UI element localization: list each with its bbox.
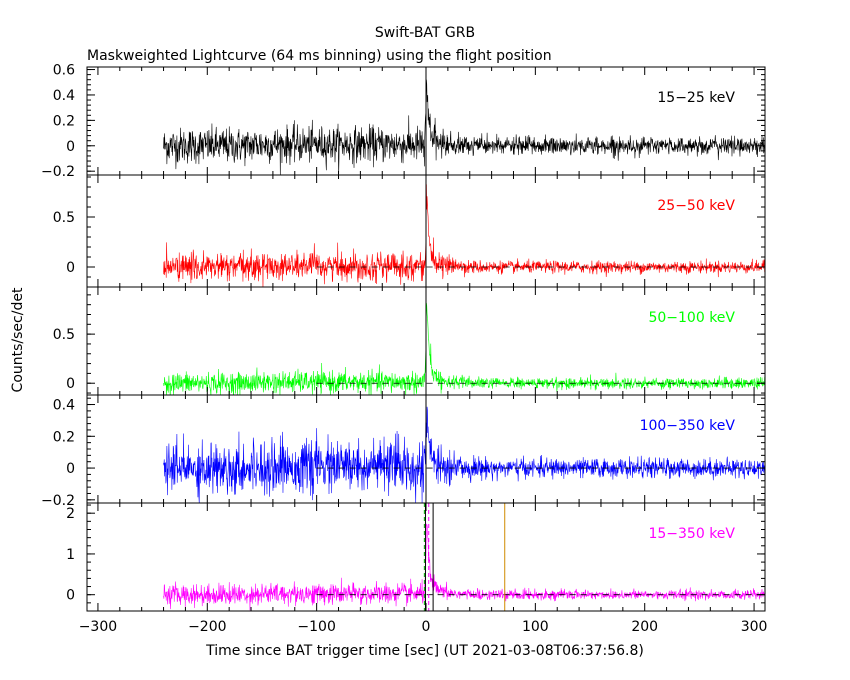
y-tick-label: 0.6 — [53, 63, 75, 79]
x-tick-label: 0 — [422, 619, 431, 635]
band-label: 15−350 keV — [648, 526, 735, 542]
band-label: 100−350 keV — [640, 418, 736, 434]
y-axis-label: Counts/sec/det — [10, 287, 26, 392]
series-trace — [163, 184, 765, 287]
y-tick-label: 0.5 — [53, 210, 75, 226]
y-tick-label: 0.4 — [53, 398, 75, 414]
band-label: 50−100 keV — [648, 310, 735, 326]
y-tick-label: 0 — [66, 260, 75, 276]
y-tick-label: 0.2 — [53, 113, 75, 129]
panel-15-350-kev: 2 1 0 15−350 keV −300 −200 −100 0 100 200 300 — [66, 502, 768, 635]
y-tick-label: −0.2 — [41, 164, 75, 180]
y-tick-label: −0.2 — [41, 493, 75, 509]
x-tick-label: 200 — [631, 619, 658, 635]
series-trace — [163, 406, 765, 503]
panel-15-25-kev: 0.6 0.4 0.2 0 −0.2 15−25 keV — [41, 63, 766, 180]
y-tick-label: 0 — [66, 376, 75, 392]
panel-50-100-kev: 0.5 0 50−100 keV — [53, 286, 766, 396]
y-tick-label: 0 — [66, 588, 75, 604]
y-tick-label: 2 — [66, 506, 75, 522]
x-tick-label: 100 — [522, 619, 549, 635]
band-label: 15−25 keV — [657, 90, 735, 106]
chart-subtitle: Maskweighted Lightcurve (64 ms binning) … — [87, 48, 552, 64]
y-tick-label: 1 — [66, 547, 75, 563]
x-tick-label: −200 — [188, 619, 226, 635]
series-trace — [163, 302, 765, 395]
panel-25-50-kev: 0.5 0 25−50 keV — [53, 174, 766, 288]
y-tick-label: 0 — [66, 139, 75, 155]
y-tick-label: 0 — [66, 461, 75, 477]
y-tick-label: 0.2 — [53, 429, 75, 445]
series-trace — [163, 79, 765, 175]
band-label: 25−50 keV — [657, 198, 735, 214]
x-tick-label: 300 — [741, 619, 768, 635]
series-trace — [163, 523, 765, 611]
chart-title: Swift-BAT GRB — [375, 25, 475, 41]
x-axis-label: Time since BAT trigger time [sec] (UT 20… — [205, 643, 644, 659]
y-tick-label: 0.4 — [53, 88, 75, 104]
x-tick-label: −300 — [79, 619, 117, 635]
panel-100-350-kev: 0.4 0.2 0 −0.2 100−350 keV — [41, 394, 766, 509]
y-tick-label: 0.5 — [53, 327, 75, 343]
x-tick-label: −100 — [297, 619, 335, 635]
